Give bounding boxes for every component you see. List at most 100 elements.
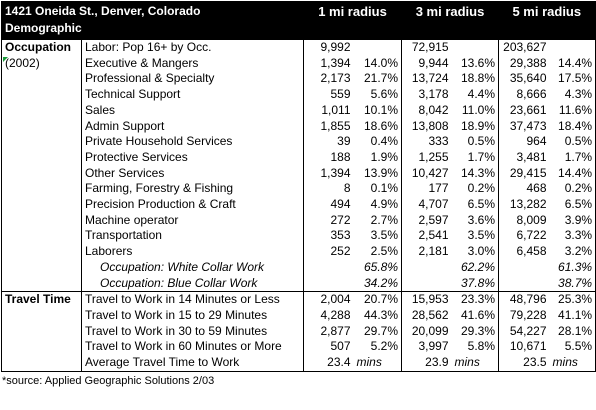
count-cell: 79,228 <box>498 307 550 324</box>
count-cell: 10,427 <box>401 165 452 182</box>
percent-cell: 23.3% <box>451 291 499 308</box>
percent-cell: 3.3% <box>564 228 593 243</box>
demographic-table: 1421 Oneida St., Denver, Colorado Demogra… <box>1 1 596 372</box>
row-label: Protective Services <box>81 149 304 166</box>
count-cell <box>401 275 452 292</box>
column-header: 1 mi radius <box>303 1 402 40</box>
count-cell: 9,944 <box>401 55 452 72</box>
count-cell: 559 <box>303 87 354 103</box>
count-cell: 177 <box>401 181 452 198</box>
count-cell: 20,099 <box>401 323 452 340</box>
section-cell: (2002) <box>1 55 82 72</box>
percent-cell: 1.7% <box>564 149 593 164</box>
count-cell: 37,473 <box>498 118 550 135</box>
percent-cell: 18.4% <box>558 118 593 133</box>
row-label: Private Household Services <box>81 134 304 150</box>
count-cell: 29,388 <box>498 55 550 72</box>
section-cell <box>1 71 82 88</box>
row-label: Executive & Mangers <box>81 55 304 72</box>
count-cell: 23.4 <box>303 355 354 372</box>
percent-cell: 6.5% <box>564 197 593 212</box>
section-cell <box>1 307 82 324</box>
percent-cell: 44.3% <box>363 307 399 322</box>
table-body: 1421 Oneida St., Denver, Colorado Demogra… <box>1 1 596 372</box>
count-cell: 8,009 <box>498 212 550 229</box>
count-cell: 8,042 <box>401 102 452 119</box>
percent-cell: 0.2% <box>467 181 496 196</box>
percent-cell: 11.6% <box>558 102 593 117</box>
percent-cell: 3.0% <box>467 244 496 259</box>
row-label: Other Services <box>81 165 304 182</box>
data-row: Other Services 1,394 13.9% 10,427 14.3% 29,41… <box>1 165 596 182</box>
count-cell: 10,671 <box>498 339 550 356</box>
percent-cell <box>549 38 596 56</box>
data-row: Farming, Forestry & Fishing 8 0.1% 177 0.2% 4… <box>1 181 596 198</box>
percent-cell: 0.5% <box>467 134 496 149</box>
percent-cell: 28.1% <box>558 323 593 338</box>
row-label: Travel to Work in 15 to 29 Minutes <box>81 307 304 324</box>
row-label: Sales <box>81 102 304 119</box>
count-cell: 4,707 <box>401 197 452 213</box>
data-row: Professional & Specialty 2,173 21.7% 13,724… <box>1 71 596 88</box>
percent-cell: mins <box>356 355 382 370</box>
count-cell <box>401 259 452 276</box>
row-label: Laborers <box>81 244 304 260</box>
data-row: Protective Services 188 1.9% 1,255 1.7% 3,481… <box>1 149 596 166</box>
count-cell: 203,627 <box>498 38 550 56</box>
count-cell: 2,173 <box>303 71 354 88</box>
section-cell <box>1 259 82 276</box>
count-cell <box>498 259 550 276</box>
percent-cell: 18.9% <box>461 118 496 133</box>
percent-cell: 14.0% <box>363 55 399 70</box>
percent-cell: 0.5% <box>564 134 593 149</box>
count-cell: 333 <box>401 134 452 150</box>
percent-cell: 13.6% <box>461 55 496 70</box>
data-row: Precision Production & Craft 494 4.9% 4,707… <box>1 197 596 213</box>
section-cell <box>1 355 82 372</box>
count-cell: 188 <box>303 149 354 166</box>
summary-row: Occupation: White Collar Work 65.8% 62.2% 6… <box>1 259 596 276</box>
count-cell: 3,178 <box>401 87 452 103</box>
percent-cell: 41.1% <box>558 307 593 322</box>
percent-cell: 65.8% <box>363 259 399 274</box>
data-row: Travel to Work in 15 to 29 Minutes 4,288 4… <box>1 307 596 324</box>
count-cell: 9,992 <box>303 38 354 56</box>
count-cell: 272 <box>303 212 354 229</box>
data-row: Sales 1,011 10.1% 8,042 11.0% 23,661 11.6% <box>1 102 596 119</box>
percent-cell: 5.8% <box>467 339 496 354</box>
count-cell: 3,481 <box>498 149 550 166</box>
count-cell: 507 <box>303 339 354 356</box>
section-cell <box>1 275 82 292</box>
summary-row: Average Travel Time to Work 23.4 mins 23.9 m… <box>1 355 596 372</box>
data-row: Travel to Work in 30 to 59 Minutes 2,877 2… <box>1 323 596 340</box>
count-cell: 1,255 <box>401 149 452 166</box>
percent-cell: 18.6% <box>363 118 399 133</box>
percent-cell: 2.7% <box>370 212 399 227</box>
count-cell: 1,394 <box>303 55 354 72</box>
section-cell <box>1 118 82 135</box>
row-label: Travel to Work in 60 Minutes or More <box>81 339 304 356</box>
row-label: Average Travel Time to Work <box>81 355 304 372</box>
count-cell: 964 <box>498 134 550 150</box>
data-row: (2002) Executive & Mangers 1,394 14.0% 9,944… <box>1 55 596 72</box>
count-cell: 353 <box>303 228 354 245</box>
count-cell: 23.9 <box>401 355 452 372</box>
percent-cell: 38.7% <box>558 275 593 290</box>
row-label: Technical Support <box>81 87 304 103</box>
percent-cell: 37.8% <box>461 275 496 290</box>
percent-cell: 13.9% <box>363 165 399 180</box>
row-label: Admin Support <box>81 118 304 135</box>
count-cell: 13,724 <box>401 71 452 88</box>
percent-cell: 17.5% <box>558 71 593 86</box>
row-label: Occupation: Blue Collar Work <box>81 275 304 292</box>
percent-cell: 21.7% <box>363 71 399 86</box>
row-label: Machine operator <box>81 212 304 229</box>
percent-cell: 11.0% <box>461 102 496 117</box>
header-subtitle: Demographic <box>5 21 82 35</box>
header-row: 1421 Oneida St., Denver, Colorado Demogra… <box>1 1 596 40</box>
column-header: 3 mi radius <box>401 1 499 40</box>
count-cell: 2,181 <box>401 244 452 260</box>
count-cell: 1,011 <box>303 102 354 119</box>
count-cell: 1,855 <box>303 118 354 135</box>
row-label: Travel to Work in 14 Minutes or Less <box>81 291 304 308</box>
